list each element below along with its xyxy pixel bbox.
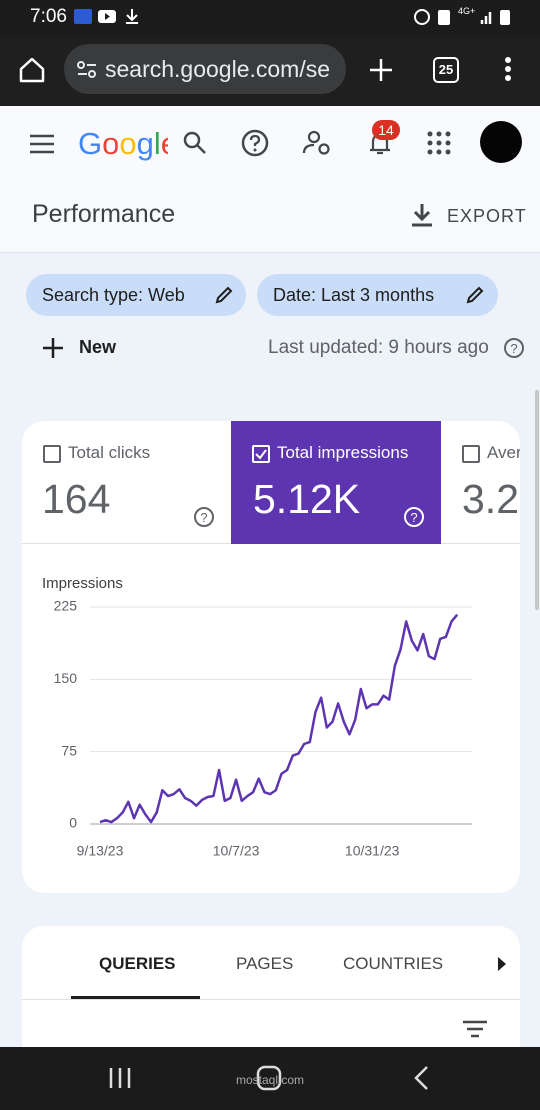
export-button[interactable]: EXPORT — [447, 206, 527, 226]
back-button[interactable] — [412, 1065, 430, 1091]
home-nav-button[interactable] — [256, 1065, 282, 1091]
y-tick-label: 150 — [54, 670, 78, 686]
metric-label: Total impressions — [277, 443, 409, 462]
checkbox[interactable] — [462, 445, 480, 463]
browser-bar: search.google.com/se 25 — [0, 36, 540, 106]
page-title: Performance — [32, 200, 176, 228]
filter-text: Search type: Web — [42, 285, 185, 305]
site-info-icon[interactable] — [76, 60, 98, 80]
edit-icon — [215, 286, 233, 304]
edit-icon — [466, 286, 484, 304]
system-icons — [414, 9, 510, 25]
y-tick-label: 0 — [69, 815, 77, 831]
tab-active[interactable]: QUERIES — [99, 954, 176, 973]
search-button[interactable] — [182, 130, 208, 156]
divider — [22, 999, 520, 1000]
svg-text:?: ? — [200, 510, 207, 525]
x-tick-label: 10/31/23 — [345, 843, 400, 859]
filter-text: Date: Last 3 months — [273, 285, 435, 305]
y-axis-title: Impressions — [42, 575, 123, 592]
check-mark — [255, 449, 267, 460]
performance-card: Total clicks 164 ? Total impressions 5.1… — [22, 421, 520, 893]
export-icon[interactable] — [411, 203, 433, 227]
tab-switcher[interactable]: 25 — [433, 57, 459, 83]
checkbox[interactable] — [43, 445, 61, 463]
metric-card[interactable]: Total clicks 164 ? — [22, 421, 231, 544]
scrollbar — [535, 390, 539, 610]
menu-button[interactable] — [29, 134, 55, 154]
svg-text:?: ? — [510, 341, 517, 356]
help-button[interactable] — [241, 129, 269, 157]
navigation-bar: mostaql.com — [0, 1047, 540, 1110]
google-logo[interactable]: Google — [78, 126, 168, 161]
network-type: 4G+ — [458, 6, 476, 16]
settings-button[interactable] — [302, 129, 334, 157]
browser-menu[interactable] — [502, 56, 514, 84]
clock: 7:06 — [30, 6, 67, 27]
help-icon[interactable]: ? — [193, 506, 215, 528]
chart: Impressions 0 75 150 225 9/13/23 10/7/23 10/31… — [42, 575, 472, 859]
status-bar: 7:06 4G+ — [0, 0, 540, 36]
tab-indicator — [71, 996, 200, 999]
date-filter[interactable]: Date: Last 3 months — [257, 274, 498, 316]
url-text: search.google.com/se — [105, 56, 331, 82]
notification-icons — [74, 9, 138, 24]
info-icon[interactable]: ? — [503, 337, 525, 359]
tab[interactable]: COUNTRIES — [343, 954, 444, 973]
address-bar[interactable]: search.google.com/se — [64, 44, 346, 94]
x-tick-label: 10/7/23 — [213, 843, 260, 859]
last-updated: Last updated: 9 hours ago — [268, 337, 489, 358]
y-tick-label: 75 — [61, 742, 77, 758]
help-icon[interactable]: ? — [403, 506, 425, 528]
apps-button[interactable] — [427, 131, 451, 155]
new-button[interactable]: New — [79, 337, 117, 357]
app-header: Google 14 Performance EXPORT — [0, 106, 540, 253]
search-type-filter[interactable]: Search type: Web — [26, 274, 246, 316]
tab-scroll-button[interactable] — [496, 956, 508, 972]
svg-text:?: ? — [410, 510, 417, 525]
filter-button[interactable] — [462, 1020, 488, 1038]
new-icon[interactable] — [42, 337, 64, 359]
metric-card[interactable]: Aver 3.2 — [441, 421, 520, 544]
home-button[interactable] — [18, 56, 46, 84]
watermark: mostaql.com — [236, 1073, 305, 1087]
metric-value: 5.12K — [253, 476, 361, 522]
notification-badge: 14 — [372, 120, 400, 140]
account-avatar[interactable] — [480, 121, 522, 163]
metric-value: 164 — [42, 476, 111, 522]
checkbox-checked[interactable] — [252, 445, 270, 463]
table-card: QUERIES PAGES COUNTRIES — [22, 926, 520, 1066]
metric-value: 3.2 — [462, 476, 519, 522]
tab[interactable]: PAGES — [236, 954, 294, 973]
metric-card-selected[interactable]: Total impressions 5.12K ? — [231, 421, 441, 544]
metric-label: Aver — [487, 443, 520, 462]
y-tick-label: 225 — [54, 598, 78, 614]
metric-label: Total clicks — [68, 443, 151, 462]
x-tick-label: 9/13/23 — [77, 843, 124, 859]
new-tab-button[interactable] — [368, 57, 394, 83]
recents-button[interactable] — [108, 1067, 132, 1089]
data-line — [99, 613, 459, 824]
